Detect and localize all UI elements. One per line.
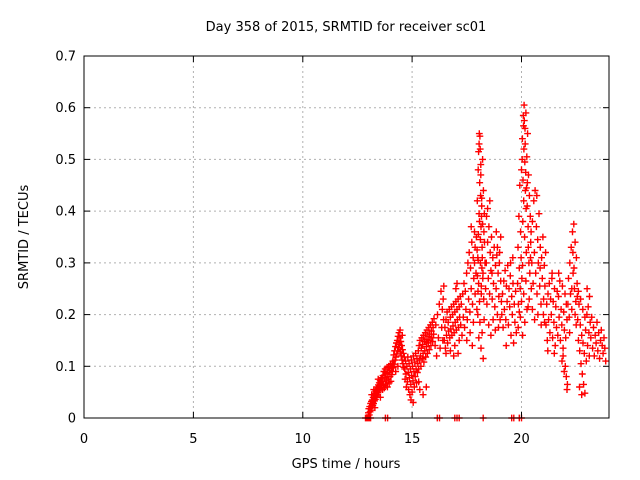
y-tick-label: 0.4 xyxy=(55,205,76,220)
x-axis-label: GPS time / hours xyxy=(292,457,401,472)
y-tick-label: 0 xyxy=(68,412,76,427)
y-tick-label: 0.3 xyxy=(55,256,76,271)
x-tick-label: 10 xyxy=(295,432,312,447)
plot-border xyxy=(83,55,610,419)
x-tick-label: 15 xyxy=(404,432,421,447)
y-tick-label: 0.6 xyxy=(55,101,76,116)
x-tick-label: 20 xyxy=(513,432,530,447)
y-tick-label: 0.5 xyxy=(55,153,76,168)
x-tick-label: 5 xyxy=(189,432,197,447)
x-tick-label: 0 xyxy=(80,432,88,447)
x-tick-labels: 0 5 10 15 20 xyxy=(80,432,530,447)
y-axis-label: SRMTID / TECUs xyxy=(17,185,32,290)
chart-title: Day 358 of 2015, SRMTID for receiver sc0… xyxy=(206,20,487,35)
y-tick-label: 0.2 xyxy=(55,308,76,323)
y-tick-label: 0.7 xyxy=(55,50,76,65)
axes-frame-layer xyxy=(83,55,610,419)
y-tick-labels: 0 0.1 0.2 0.3 0.4 0.5 0.6 0.7 xyxy=(55,50,76,427)
y-tick-label: 0.1 xyxy=(55,360,76,375)
